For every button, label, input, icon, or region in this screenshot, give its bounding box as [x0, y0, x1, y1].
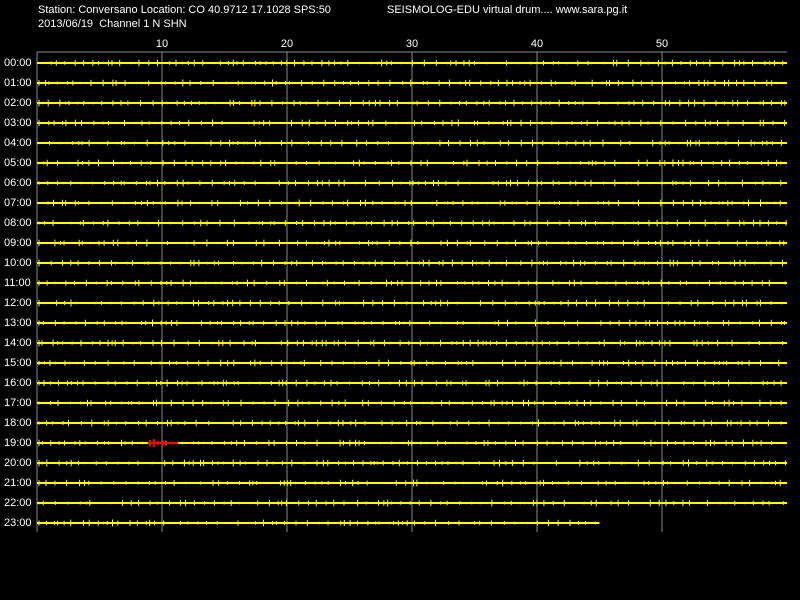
trace-noise [38, 199, 781, 207]
trace-noise [38, 399, 782, 407]
row-label: 05:00 [4, 157, 32, 169]
row-label: 16:00 [4, 377, 32, 389]
row-label: 11:00 [4, 277, 31, 289]
trace-noise [38, 459, 786, 467]
row-label: 10:00 [4, 257, 32, 269]
row-label: 13:00 [4, 317, 32, 329]
row-label: 22:00 [4, 497, 32, 509]
row-label: 19:00 [4, 437, 32, 449]
trace-noise [38, 339, 784, 347]
trace-noise [38, 479, 781, 487]
trace-noise [38, 519, 596, 527]
row-label: 07:00 [4, 197, 32, 209]
trace-noise [38, 219, 787, 227]
trace-noise [38, 59, 784, 67]
row-label: 01:00 [4, 77, 32, 89]
row-label: 18:00 [4, 417, 32, 429]
trace-noise [38, 359, 780, 367]
trace-noise [38, 419, 782, 427]
trace-noise [38, 299, 783, 307]
row-label: 09:00 [4, 237, 32, 249]
x-tick-label: 50 [656, 38, 668, 50]
date-channel: 2013/06/19 Channel 1 N SHN [38, 18, 187, 30]
trace-noise [38, 259, 787, 267]
row-label: 14:00 [4, 337, 32, 349]
row-label: 03:00 [4, 117, 32, 129]
x-tick-label: 30 [406, 38, 418, 50]
x-tick-label: 40 [531, 38, 543, 50]
row-label: 08:00 [4, 217, 32, 229]
row-label: 06:00 [4, 177, 32, 189]
app-info: SEISMOLOG-EDU virtual drum.... www.sara.… [387, 4, 627, 16]
trace-noise [38, 119, 786, 127]
trace-noise [38, 179, 782, 187]
trace-noise [38, 319, 785, 327]
trace-noise [38, 379, 782, 387]
trace-noise [38, 99, 786, 107]
row-label: 00:00 [4, 57, 32, 69]
station-info: Station: Conversano Location: CO 40.9712… [38, 4, 331, 16]
trace-noise [38, 239, 785, 247]
row-label: 04:00 [4, 137, 32, 149]
event-highlight [148, 439, 178, 447]
row-label: 17:00 [4, 397, 32, 409]
trace-noise [38, 139, 782, 147]
trace-noise [38, 159, 782, 167]
row-label: 12:00 [4, 297, 32, 309]
row-label: 23:00 [4, 517, 32, 529]
row-label: 15:00 [4, 357, 32, 369]
row-label: 21:00 [4, 477, 32, 489]
trace-noise [38, 279, 786, 287]
trace-noise [38, 499, 785, 507]
trace-noise [38, 439, 783, 447]
row-label: 02:00 [4, 97, 32, 109]
x-tick-label: 20 [281, 38, 293, 50]
row-label: 20:00 [4, 457, 32, 469]
trace-noise [38, 79, 777, 87]
x-tick-label: 10 [156, 38, 168, 50]
